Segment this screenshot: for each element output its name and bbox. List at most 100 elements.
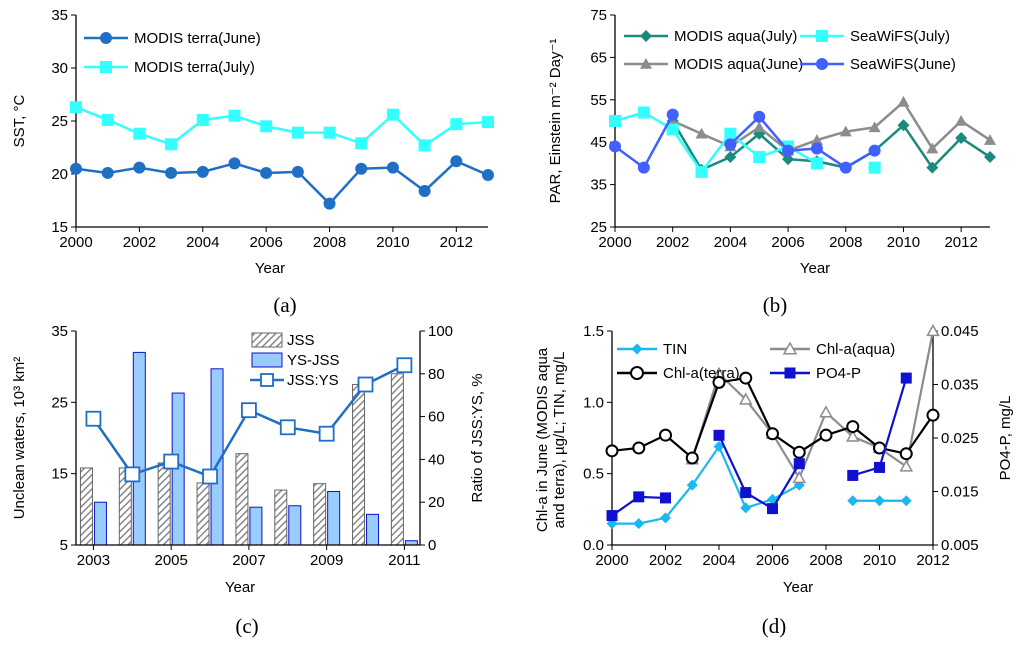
panel-c-bar-ys-jss xyxy=(288,505,302,546)
panel-a-x-tick-label: 2004 xyxy=(186,234,219,251)
panel-c-bar-ys-jss xyxy=(366,513,380,546)
panel-d-y2-tick-label: 0.045 xyxy=(941,323,979,340)
panel-a-x-tick-label: 2002 xyxy=(123,234,156,251)
panel-a-y-tick-label: 25 xyxy=(51,113,68,130)
panel-b-legend-1-label: MODIS aqua(June) xyxy=(674,56,803,73)
panel-d-series-1-line xyxy=(691,330,935,481)
panel-c-caption: (c) xyxy=(235,614,258,638)
panel-a-series-0-point xyxy=(418,184,431,197)
panel-a-series-1-point xyxy=(386,108,399,121)
panel-b-x-tick-label: 2012 xyxy=(944,234,977,251)
panel-b-series-1-point xyxy=(984,134,996,145)
panel-c-x-tick-label: 2005 xyxy=(154,552,187,569)
panel-d-series-3-point xyxy=(900,372,912,384)
panel-d-legend-3-label: PO4-P xyxy=(816,365,861,382)
panel-b-series-1-point xyxy=(695,127,708,139)
panel-c-y2-label: Ratio of JSS:YS, % xyxy=(469,373,486,502)
panel-a-series-1-point xyxy=(482,116,494,129)
panel-d-series-1-point xyxy=(845,429,860,442)
panel-d-y-tick-label: 0.0 xyxy=(583,537,604,554)
panel-b-series-3-point xyxy=(868,144,881,157)
panel-d-legend-0-marker xyxy=(631,343,643,355)
panel-d-series-0-point xyxy=(900,495,912,507)
panel-c-ratio-point xyxy=(202,468,218,485)
panel-b-series-1-point xyxy=(753,121,766,133)
panel-d-series-2-point xyxy=(846,420,860,434)
panel-b-series-3-point xyxy=(782,144,795,157)
panel-d-series-0-point xyxy=(633,518,645,530)
panel-b-x-tick-label: 2004 xyxy=(714,234,747,251)
panel-c-y2-tick-label: 0 xyxy=(428,537,436,554)
panel-a-series-1-point xyxy=(450,118,463,131)
panel-a-series-0-point xyxy=(101,166,114,179)
panel-c-bar-jss xyxy=(79,467,93,546)
panel-d-series-3-point xyxy=(713,429,725,441)
panel-d-series-2-point xyxy=(792,445,806,459)
panel-a-series-1-point xyxy=(323,126,336,139)
panel-b-series-1-point xyxy=(839,125,852,137)
panel-c-y-label: Unclean waters, 10³ km² xyxy=(11,357,28,520)
panel-b-series-0-line xyxy=(671,120,991,172)
panel-d-series-3-point xyxy=(847,469,859,481)
panel-d-series-2-point xyxy=(739,371,753,385)
panel-a-series-1-point xyxy=(133,127,146,140)
panel-b-series-2-point xyxy=(666,123,679,136)
panel-c-x-tick-label: 2007 xyxy=(232,552,265,569)
panel-b-legend-3-marker xyxy=(816,58,828,70)
panel-c-legend-2-label: JSS:YS xyxy=(287,372,339,389)
panel-d-x-tick-label: 2008 xyxy=(809,552,842,569)
panel-a-series-0-point xyxy=(386,161,399,174)
panel-b-series-2-point xyxy=(724,127,737,140)
panel-b-series-0-point xyxy=(782,153,795,166)
panel-a-series-0-point xyxy=(196,165,209,178)
panel-a-series-1-point xyxy=(70,101,82,114)
panel-b-series-2-point xyxy=(810,157,823,170)
panel-b-series-3-point xyxy=(753,110,766,123)
panel-b-legend-2-label: SeaWiFS(July) xyxy=(850,28,950,45)
panel-d-series-0-point xyxy=(847,495,859,507)
panel-c-bar-jss xyxy=(352,384,366,546)
panel-a-series-0-point xyxy=(482,169,494,182)
panel-d-x-tick-label: 2004 xyxy=(702,552,735,569)
panel-b-series-2-point xyxy=(868,161,881,174)
panel-a-y-tick-label: 30 xyxy=(51,60,68,77)
panel-a-series-1-point xyxy=(355,137,368,150)
panel-d-series-0-point xyxy=(686,479,698,491)
panel-a-x-tick-label: 2006 xyxy=(249,234,282,251)
panel-d-series-3-point xyxy=(633,491,645,503)
panel-d-y2-tick-label: 0.015 xyxy=(941,484,979,501)
panel-d-series-2-point xyxy=(766,427,779,441)
panel-b-series-3-line xyxy=(614,114,674,170)
panel-a-x-tick-label: 2000 xyxy=(59,234,92,251)
panel-a-series-0-point xyxy=(70,162,82,175)
panel-d-series-1-point xyxy=(792,470,807,484)
panel-d-series-2-point xyxy=(926,408,940,422)
panel-d-series-1-point xyxy=(819,405,833,418)
panel-b-series-3-point xyxy=(724,138,737,151)
panel-c-ratio-point xyxy=(241,402,257,419)
panel-b-legend-3-label: SeaWiFS(June) xyxy=(850,56,956,73)
panel-c-y-tick-label: 35 xyxy=(51,323,68,340)
panel-c-bar-jss xyxy=(274,489,288,546)
panel-c-y2-tick-label: 60 xyxy=(428,409,445,426)
panel-c-y2-tick-label: 100 xyxy=(428,323,453,340)
panel-d-series-2-point xyxy=(685,451,699,465)
panel-d-series-1-point xyxy=(738,392,753,405)
panel-a-y-tick-label: 35 xyxy=(51,7,68,24)
panel-b-series-0-point xyxy=(926,161,939,174)
panel-c-y2-tick-label: 80 xyxy=(428,366,445,383)
panel-a-series-1-point xyxy=(418,139,431,152)
panel-d-x-tick-label: 2006 xyxy=(756,552,789,569)
panel-a-series-1-point xyxy=(196,113,209,126)
panel-d-legend-0-label: TIN xyxy=(663,341,687,358)
panel-b-legend-2-marker xyxy=(816,30,828,42)
panel-d-y-tick-label: 1.0 xyxy=(583,394,604,411)
panel-b-series-3-point xyxy=(666,108,679,121)
panel-d-y2-label: PO4-P, mg/L xyxy=(997,396,1014,481)
panel-a-caption: (a) xyxy=(273,293,296,317)
panel-c-bar-jss xyxy=(313,483,327,546)
panel-b-y-tick-label: 75 xyxy=(590,7,607,24)
panel-c-legend-2-marker xyxy=(260,373,274,387)
panel-b-y-tick-label: 55 xyxy=(590,92,607,109)
